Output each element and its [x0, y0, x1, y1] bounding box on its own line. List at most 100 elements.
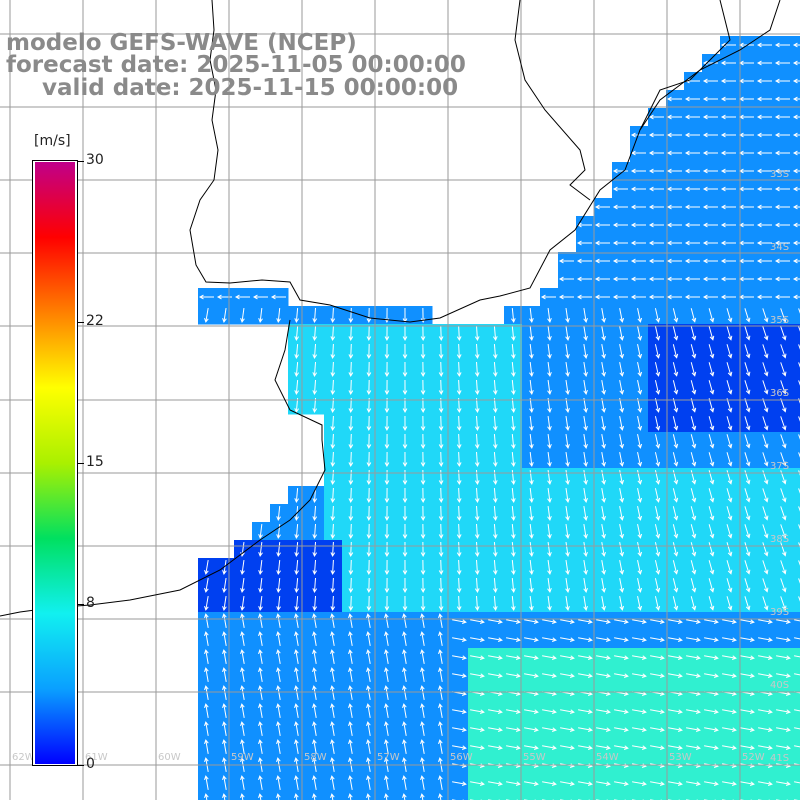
wind-arrow [511, 433, 516, 450]
longitude-label: 55W [523, 752, 546, 763]
wind-arrow [438, 325, 444, 342]
wind-arrow [542, 727, 557, 732]
wind-arrow [780, 578, 787, 593]
wind-arrow [366, 541, 372, 558]
wind-arrow [276, 685, 281, 700]
wind-arrow [384, 469, 390, 486]
wind-arrow [726, 596, 733, 611]
wind-arrow [511, 307, 516, 324]
wind-arrow [258, 721, 263, 736]
wind-arrow [384, 703, 389, 718]
wind-arrow [792, 276, 800, 282]
wind-arrow [744, 578, 751, 593]
wind-arrow [668, 709, 683, 714]
wind-arrow [547, 379, 552, 395]
wind-arrow [704, 781, 719, 786]
wind-arrow [276, 667, 281, 682]
wind-arrow [704, 727, 719, 732]
wind-arrow [650, 709, 665, 714]
wind-arrow [558, 294, 574, 300]
wind-arrow [650, 637, 665, 642]
wind-arrow [690, 308, 697, 323]
wind-arrow [648, 150, 664, 156]
wind-arrow [668, 781, 683, 786]
wind-arrow [672, 362, 679, 377]
wind-arrow [637, 488, 643, 503]
wind-arrow [756, 60, 772, 66]
wind-arrow [720, 204, 736, 210]
wind-arrow [632, 709, 647, 714]
wind-arrow [720, 96, 736, 102]
wind-arrow [240, 721, 245, 736]
wind-arrow [666, 168, 682, 174]
wind-arrow [348, 559, 354, 576]
wind-arrow [583, 434, 588, 449]
wind-arrow [740, 655, 755, 660]
wind-arrow [740, 727, 755, 732]
wind-arrow [637, 362, 643, 377]
wind-arrow [330, 739, 335, 754]
wind-arrow [330, 631, 335, 646]
wind-arrow [774, 150, 790, 156]
wind-arrow [384, 631, 389, 646]
wind-arrow [619, 362, 625, 377]
wind-arrow [276, 541, 281, 557]
wind-arrow [560, 655, 575, 660]
wind-arrow [690, 488, 697, 503]
wind-arrow [348, 469, 354, 486]
wind-arrow [666, 132, 682, 138]
wind-arrow [204, 667, 209, 682]
wind-arrow [222, 649, 227, 664]
wind-arrow [529, 343, 534, 359]
wind-arrow [702, 150, 718, 156]
wind-arrow [492, 523, 498, 540]
wind-arrow [366, 307, 372, 324]
wind-speed-cell [792, 648, 800, 667]
wind-arrow [614, 745, 629, 750]
wind-speed-cell [792, 594, 800, 613]
wind-arrow [348, 523, 354, 540]
wind-arrow [690, 344, 697, 359]
valid-date: valid date: 2025-11-15 00:00:00 [42, 75, 459, 101]
wind-arrow [744, 326, 751, 341]
wind-arrow [565, 344, 570, 359]
wind-arrow [744, 452, 751, 467]
wind-arrow [630, 258, 646, 264]
wind-arrow [348, 631, 353, 646]
wind-arrow [720, 294, 736, 300]
wind-arrow [366, 613, 371, 628]
wind-arrow [632, 619, 647, 624]
colorbar-tick-mark [78, 161, 84, 162]
wind-arrow [619, 578, 625, 593]
wind-arrow [276, 775, 281, 790]
wind-arrow [222, 721, 227, 736]
wind-arrow [470, 727, 485, 732]
wind-arrow [708, 542, 715, 557]
wind-arrow [666, 150, 682, 156]
wind-arrow [438, 433, 444, 450]
wind-arrow [756, 78, 772, 84]
wind-arrow [704, 637, 719, 642]
wind-arrow [511, 505, 516, 522]
wind-arrow [720, 258, 736, 264]
wind-arrow [420, 433, 426, 450]
wind-arrow [529, 415, 534, 431]
wind-arrow [654, 596, 661, 611]
wind-arrow [722, 637, 737, 642]
wind-arrow [470, 781, 485, 786]
wind-arrow [690, 506, 697, 521]
wind-arrow [276, 595, 281, 611]
wind-arrow [798, 596, 800, 602]
wind-arrow [774, 168, 790, 174]
wind-arrow [758, 781, 773, 786]
wind-arrow [648, 240, 664, 246]
wind-arrow [294, 721, 299, 736]
wind-arrow [506, 673, 521, 678]
wind-arrow [348, 379, 354, 396]
wind-arrow [474, 559, 480, 576]
wind-arrow [312, 559, 318, 576]
colorbar-tick-label: 22 [86, 313, 104, 330]
wind-arrow [222, 703, 227, 718]
wind-arrow [511, 559, 516, 576]
colorbar-tick-mark [78, 603, 84, 605]
